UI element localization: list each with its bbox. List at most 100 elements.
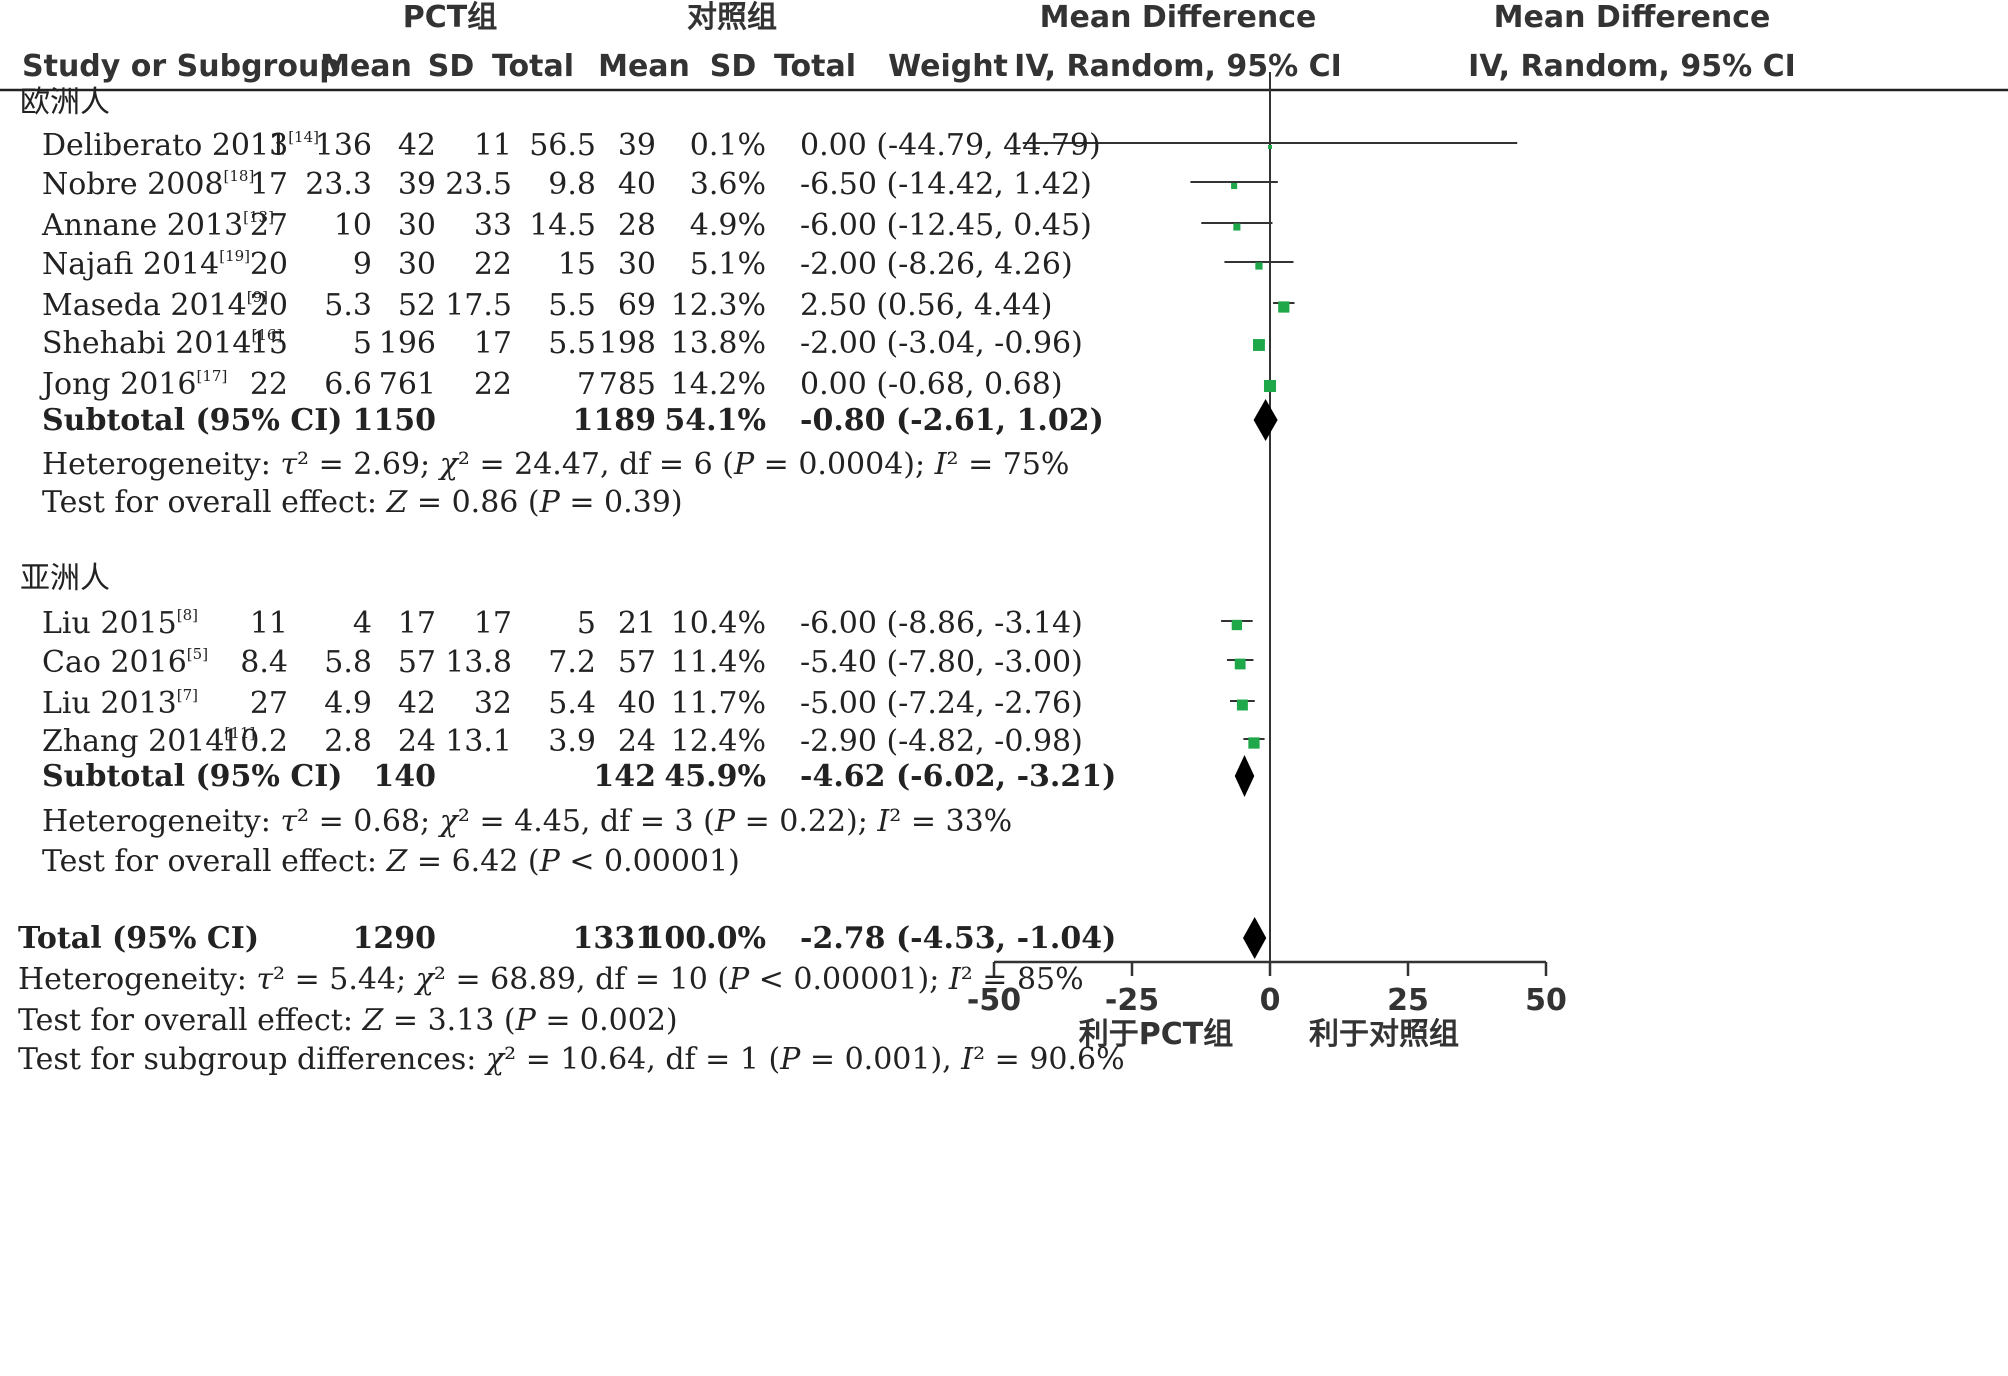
p-value: = 0.39) bbox=[560, 485, 683, 520]
header-group-pct: PCT组 bbox=[403, 0, 497, 35]
plot-layer: -50 -25 0 25 50 利于PCT组 利于对照组 bbox=[967, 72, 1567, 1052]
study-ref: [17] bbox=[197, 367, 228, 385]
mean-ctrl: 17.5 bbox=[445, 288, 512, 323]
mean-pct: 15 bbox=[250, 326, 288, 361]
sq: ² bbox=[889, 804, 901, 839]
header-md-title: Mean Difference bbox=[1040, 0, 1317, 35]
weight: 5.1% bbox=[690, 247, 766, 282]
weight: 3.6% bbox=[690, 167, 766, 202]
effect-square bbox=[1253, 339, 1265, 351]
sd-pct: 5.8 bbox=[324, 645, 372, 680]
effect-square bbox=[1231, 182, 1238, 190]
header-col-mean1: Mean bbox=[320, 49, 412, 84]
header-col-sd2: SD bbox=[710, 49, 757, 84]
subtotal-europe-total-ctrl: 1189 bbox=[573, 403, 657, 438]
tau2-value: = 2.69; bbox=[309, 447, 440, 482]
mean-ctrl: 22 bbox=[474, 367, 512, 402]
weight: 12.3% bbox=[671, 288, 766, 323]
het-prefix: Heterogeneity: bbox=[18, 962, 256, 997]
sd-ctrl: 14.5 bbox=[529, 208, 596, 243]
z-value: = 6.42 ( bbox=[407, 844, 539, 879]
p-value: = 0.22); bbox=[735, 804, 877, 839]
mean-ctrl: 22 bbox=[474, 247, 512, 282]
study-name: Najafi 2014[19] bbox=[42, 247, 250, 282]
study-label: Najafi 2014 bbox=[42, 247, 219, 282]
total-pct: 24 bbox=[398, 724, 436, 759]
p-symbol: P bbox=[515, 1003, 537, 1038]
chi-symbol: χ bbox=[484, 1042, 506, 1077]
sd-ctrl: 15 bbox=[558, 247, 596, 282]
total-ctrl: 198 bbox=[599, 326, 656, 361]
total-total-ctrl: 1331 bbox=[573, 921, 657, 956]
subtotal-europe-label: Subtotal (95% CI) bbox=[42, 403, 342, 438]
sd-pct: 23.3 bbox=[305, 167, 372, 202]
subtotal-asia-label: Subtotal (95% CI) bbox=[42, 759, 342, 794]
i-symbol: I bbox=[960, 1042, 974, 1077]
chi2-value: = 68.89, df = 10 ( bbox=[446, 962, 729, 997]
z-symbol: Z bbox=[386, 485, 409, 520]
effect-square bbox=[1268, 145, 1272, 149]
z-value: = 3.13 ( bbox=[383, 1003, 515, 1038]
subgroup-differences: Test for subgroup differences: χ ² = 10.6… bbox=[18, 1042, 1125, 1077]
group-heading-europe: 欧洲人 bbox=[20, 85, 110, 120]
study-label: Shehabi 2014 bbox=[42, 326, 252, 361]
subgroup-prefix: Test for subgroup differences: bbox=[18, 1042, 486, 1077]
header-col-study: Study or Subgroup bbox=[22, 49, 341, 84]
weight: 11.4% bbox=[671, 645, 766, 680]
p-value: = 0.0004); bbox=[754, 447, 935, 482]
mean-pct: 27 bbox=[250, 686, 288, 721]
study-name: Cao 2016[5] bbox=[42, 645, 208, 680]
total-ctrl: 69 bbox=[618, 288, 656, 323]
tau-symbol: τ bbox=[280, 447, 297, 482]
sq: ² bbox=[458, 447, 470, 482]
sq: ² bbox=[297, 804, 309, 839]
subtotal-diamond-asia bbox=[1234, 755, 1255, 797]
chi2-value: = 10.64, df = 1 ( bbox=[516, 1042, 780, 1077]
total-pct: 761 bbox=[379, 367, 436, 402]
mean-ctrl: 11 bbox=[474, 128, 512, 163]
md-ci: -2.00 (-3.04, -0.96) bbox=[800, 326, 1083, 361]
sq: ² bbox=[973, 1042, 985, 1077]
i2-value: = 90.6% bbox=[985, 1042, 1125, 1077]
het-prefix: Heterogeneity: bbox=[42, 447, 280, 482]
tau2-value: = 5.44; bbox=[285, 962, 416, 997]
subtotal-asia-ci: -4.62 (-6.02, -3.21) bbox=[800, 759, 1116, 794]
study-ref: [18] bbox=[224, 167, 255, 185]
sd-pct: 6.6 bbox=[324, 367, 372, 402]
study-label: Cao 2016 bbox=[42, 645, 187, 680]
i-symbol: I bbox=[948, 962, 962, 997]
study-name: Zhang 2014[11] bbox=[42, 724, 255, 759]
sd-ctrl: 5.5 bbox=[548, 288, 596, 323]
mean-ctrl: 13.8 bbox=[445, 645, 512, 680]
total-pct: 30 bbox=[398, 247, 436, 282]
sd-pct: 9 bbox=[353, 247, 372, 282]
header-plot-title: Mean Difference bbox=[1494, 0, 1771, 35]
header-col-total1: Total bbox=[492, 49, 574, 84]
p-symbol: P bbox=[728, 962, 750, 997]
study-label: Liu 2015 bbox=[42, 606, 177, 641]
subtotal-europe-total-pct: 1150 bbox=[353, 403, 437, 438]
study-ref: [9] bbox=[247, 288, 268, 306]
overall-effect-total: Test for overall effect: Z = 3.13 (P = 0… bbox=[18, 1003, 678, 1038]
sd-ctrl: 7.2 bbox=[548, 645, 596, 680]
i-symbol: I bbox=[876, 804, 890, 839]
favors-pct-label: 利于PCT组 bbox=[1079, 1017, 1233, 1052]
total-pct: 30 bbox=[398, 208, 436, 243]
sq: ² bbox=[273, 962, 285, 997]
total-pct: 52 bbox=[398, 288, 436, 323]
study-name: Maseda 2014[9] bbox=[42, 288, 268, 323]
md-ci: 0.00 (-44.79, 44.79) bbox=[800, 128, 1101, 163]
mean-pct: 11 bbox=[250, 606, 288, 641]
total-total-pct: 1290 bbox=[353, 921, 437, 956]
mean-pct: 27 bbox=[250, 208, 288, 243]
mean-pct: 10.2 bbox=[221, 724, 288, 759]
x-tick-label: -25 bbox=[1105, 983, 1159, 1018]
study-name: Nobre 2008[18] bbox=[42, 167, 254, 202]
sd-pct: 4 bbox=[353, 606, 372, 641]
effect-square bbox=[1263, 379, 1277, 393]
i2-value: = 33% bbox=[901, 804, 1012, 839]
effect-square bbox=[1231, 619, 1243, 631]
heterogeneity-total: Heterogeneity: τ² = 5.44; χ² = 68.89, df… bbox=[18, 962, 1084, 997]
tau2-value: = 0.68; bbox=[309, 804, 440, 839]
